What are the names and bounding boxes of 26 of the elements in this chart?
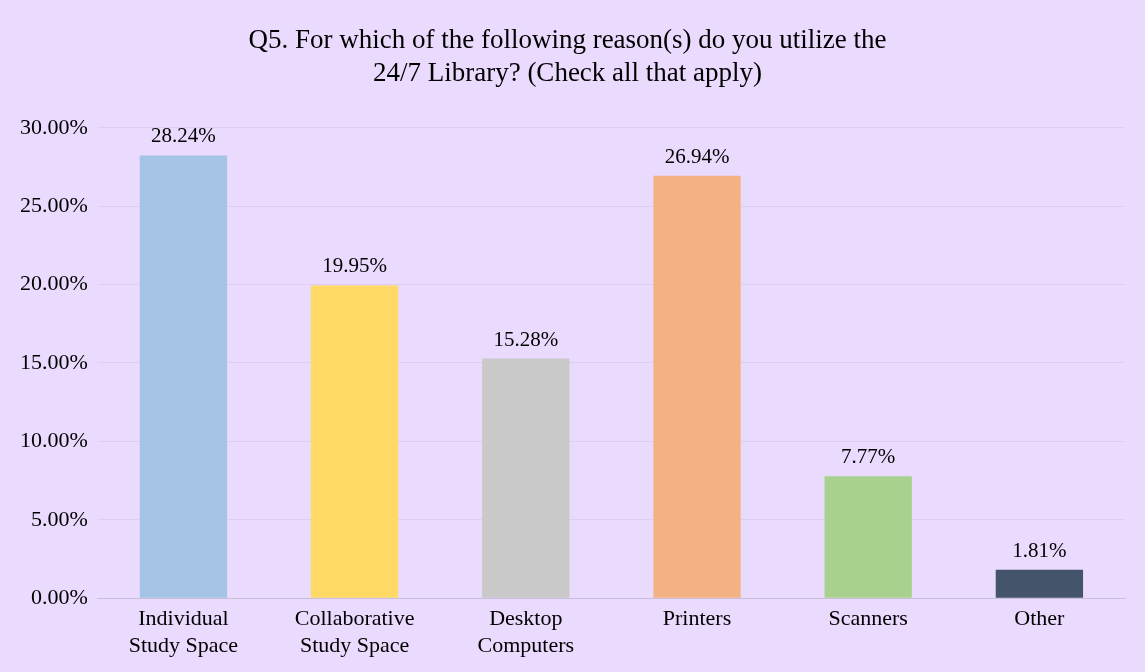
data-label: 26.94% — [664, 143, 730, 168]
y-tick-label: 20.00% — [20, 270, 88, 296]
x-tick-label: Collaborative Study Space — [294, 605, 415, 657]
data-label: 19.95% — [322, 253, 387, 278]
bar — [824, 476, 912, 598]
x-tick-label: Printers — [662, 605, 732, 631]
bar — [653, 175, 741, 598]
data-label: 28.24% — [151, 123, 216, 148]
y-tick-label: 0.00% — [31, 583, 88, 609]
x-tick-label: Scanners — [828, 605, 908, 631]
bar — [995, 569, 1084, 598]
bar — [310, 285, 399, 598]
x-tick-label: Desktop Computers — [477, 605, 575, 657]
y-tick-label: 30.00% — [20, 113, 88, 139]
y-tick-label: 15.00% — [20, 348, 88, 374]
x-tick-label: Individual Study Space — [128, 605, 239, 657]
data-label: 1.81% — [1012, 537, 1067, 562]
y-tick-label: 10.00% — [20, 427, 88, 453]
x-tick-label: Other — [1014, 605, 1066, 631]
y-tick-label: 5.00% — [31, 505, 88, 531]
bar — [139, 155, 228, 598]
data-label: 15.28% — [493, 326, 559, 351]
bar — [482, 358, 570, 598]
y-tick-label: 25.00% — [20, 191, 88, 217]
chart-title: Q5. For which of the following reason(s) do you utilize the 24/7 Library? (Check all that apply) — [248, 24, 887, 87]
data-label: 7.77% — [841, 444, 896, 469]
